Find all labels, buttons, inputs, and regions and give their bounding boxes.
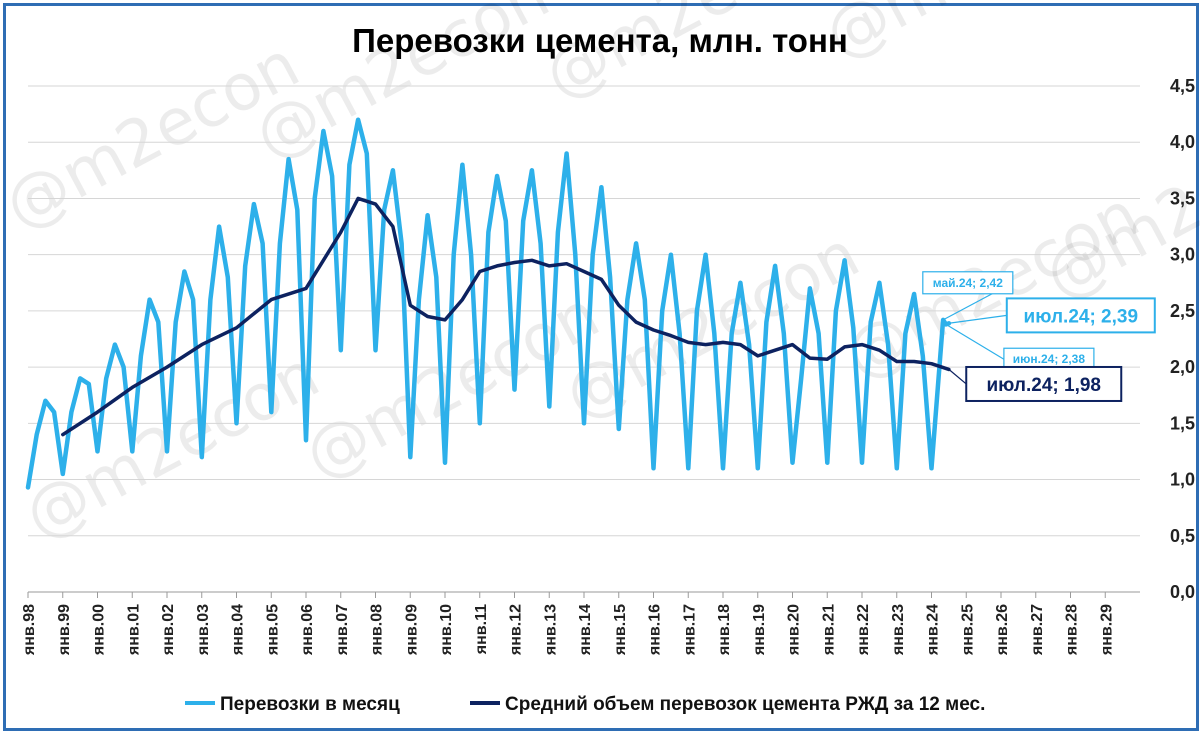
annotation-label: июл.24; 2,39 — [1024, 306, 1139, 327]
annotation-label: июл.24; 1,98 — [986, 375, 1101, 396]
x-tick-label: янв.26 — [994, 604, 1011, 656]
y-tick-label: 3,5 — [1170, 188, 1195, 208]
chart-title: Перевозки цемента, млн. тонн — [352, 22, 848, 59]
annotation-leader — [948, 314, 1007, 324]
x-tick-label: янв.19 — [751, 604, 768, 656]
series-line-monthly — [25, 117, 952, 490]
y-tick-label: 3,0 — [1170, 245, 1195, 265]
x-tick-label: янв.27 — [1029, 604, 1046, 656]
y-tick-label: 1,0 — [1170, 470, 1195, 490]
annotation-box — [965, 365, 1123, 402]
legend: Перевозки в месяц Средний объем перевозо… — [185, 694, 985, 715]
x-tick-label: янв.08 — [369, 604, 386, 656]
x-tick-label: янв.06 — [299, 604, 316, 656]
x-tick-label: янв.09 — [403, 604, 420, 656]
x-tick-label: янв.25 — [959, 604, 976, 656]
grid-lines — [28, 85, 1140, 593]
annotation-label: июн.24; 2,38 — [1013, 352, 1086, 366]
x-tick-label: янв.05 — [264, 604, 281, 656]
x-tick-label: янв.03 — [195, 604, 212, 656]
x-axis-ticks: янв.98 янв.99 янв.00 янв.01 янв.02 янв.03 янв.… — [21, 592, 1115, 656]
annotation-label: май.24; 2,42 — [933, 276, 1003, 290]
x-tick-label: янв.98 — [21, 604, 38, 656]
y-tick-label: 2,0 — [1170, 357, 1195, 377]
watermark-text: @m2econ — [813, 0, 1131, 74]
x-tick-label: янв.11 — [473, 604, 490, 655]
legend-label-average: Средний объем перевозок цемента РЖД за 1… — [505, 694, 985, 715]
x-tick-label: янв.29 — [1098, 604, 1115, 656]
y-tick-label: 0,0 — [1170, 582, 1195, 602]
legend-label-monthly: Перевозки в месяц — [220, 694, 400, 715]
x-tick-label: янв.23 — [890, 604, 907, 656]
x-tick-label: янв.00 — [91, 604, 108, 656]
series-lines — [25, 117, 952, 490]
x-tick-label: янв.10 — [438, 604, 455, 656]
y-tick-label: 1,5 — [1170, 413, 1195, 433]
y-tick-label: 4,5 — [1170, 76, 1195, 96]
x-tick-label: янв.02 — [160, 604, 177, 656]
x-tick-label: янв.04 — [230, 604, 247, 656]
x-tick-label: янв.16 — [647, 604, 664, 656]
x-tick-label: янв.01 — [125, 604, 142, 656]
x-tick-label: янв.20 — [786, 604, 803, 656]
x-tick-label: янв.22 — [855, 604, 872, 656]
x-tick-label: янв.07 — [334, 604, 351, 656]
x-tick-label: янв.12 — [508, 604, 525, 656]
annotation-box — [922, 271, 1014, 295]
x-tick-label: янв.14 — [577, 604, 594, 656]
x-tick-label: янв.28 — [1064, 604, 1081, 656]
x-tick-label: янв.21 — [820, 604, 837, 656]
annotation-box — [1005, 297, 1156, 334]
annotation-leader — [945, 323, 1005, 360]
y-axis-ticks: 0,0 0,5 1,0 1,5 2,0 2,5 3,0 3,5 4,0 4,5 — [1170, 76, 1195, 602]
y-tick-label: 2,5 — [1170, 301, 1195, 321]
y-tick-label: 4,0 — [1170, 132, 1195, 152]
y-tick-label: 0,5 — [1170, 526, 1195, 546]
x-tick-label: янв.17 — [681, 604, 698, 656]
x-tick-label: янв.18 — [716, 604, 733, 656]
series-line-average — [61, 196, 951, 437]
x-tick-label: янв.13 — [542, 604, 559, 656]
x-tick-label: янв.99 — [56, 604, 73, 656]
annotation-leader — [948, 368, 967, 385]
x-tick-label: янв.15 — [612, 604, 629, 656]
x-tick-label: янв.24 — [925, 604, 942, 656]
annotations: май.24; 2,42 июл.24; 2,39 июн.24; 2,38 июл.… — [922, 271, 1156, 402]
